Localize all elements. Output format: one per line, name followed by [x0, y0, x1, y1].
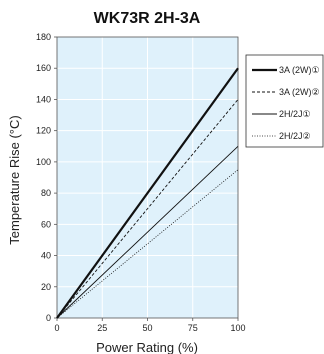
legend: 3A (2W)① 3A (2W)② 2H/2J① 2H/2J② — [245, 54, 324, 148]
y-tick-label: 80 — [41, 188, 51, 198]
x-tick-label: 75 — [188, 323, 198, 333]
x-tick-label: 50 — [142, 323, 152, 333]
chart-title: WK73R 2H-3A — [94, 10, 201, 27]
legend-label: 2H/2J② — [279, 131, 311, 141]
series-line — [56, 67, 239, 319]
y-tick-label: 140 — [36, 94, 51, 104]
y-tick-label: 20 — [41, 282, 51, 292]
x-tick-label: 100 — [230, 323, 245, 333]
y-tick-label: 100 — [36, 157, 51, 167]
series-lines — [56, 67, 239, 319]
y-tick-label: 120 — [36, 126, 51, 136]
series-line — [56, 145, 239, 319]
series-line — [56, 99, 239, 319]
grid-lines — [57, 37, 238, 318]
y-tick-label: 0 — [46, 313, 51, 323]
y-axis-label: Temperature Rise (°C) — [7, 115, 22, 244]
x-tick-labels: 0 25 50 75 100 — [54, 323, 245, 333]
x-axis-label: Power Rating (%) — [96, 340, 198, 354]
y-tick-label: 60 — [41, 219, 51, 229]
y-tick-label: 180 — [36, 32, 51, 42]
x-tick-label: 25 — [97, 323, 107, 333]
legend-label: 3A (2W)① — [279, 65, 320, 75]
legend-label: 2H/2J① — [279, 109, 311, 119]
y-tick-labels: 0 20 40 60 80 100 120 140 160 180 — [36, 32, 51, 323]
y-tick-label: 160 — [36, 63, 51, 73]
y-tick-label: 40 — [41, 251, 51, 261]
axes — [54, 36, 239, 321]
legend-label: 3A (2W)② — [279, 87, 320, 97]
x-tick-label: 0 — [54, 323, 59, 333]
